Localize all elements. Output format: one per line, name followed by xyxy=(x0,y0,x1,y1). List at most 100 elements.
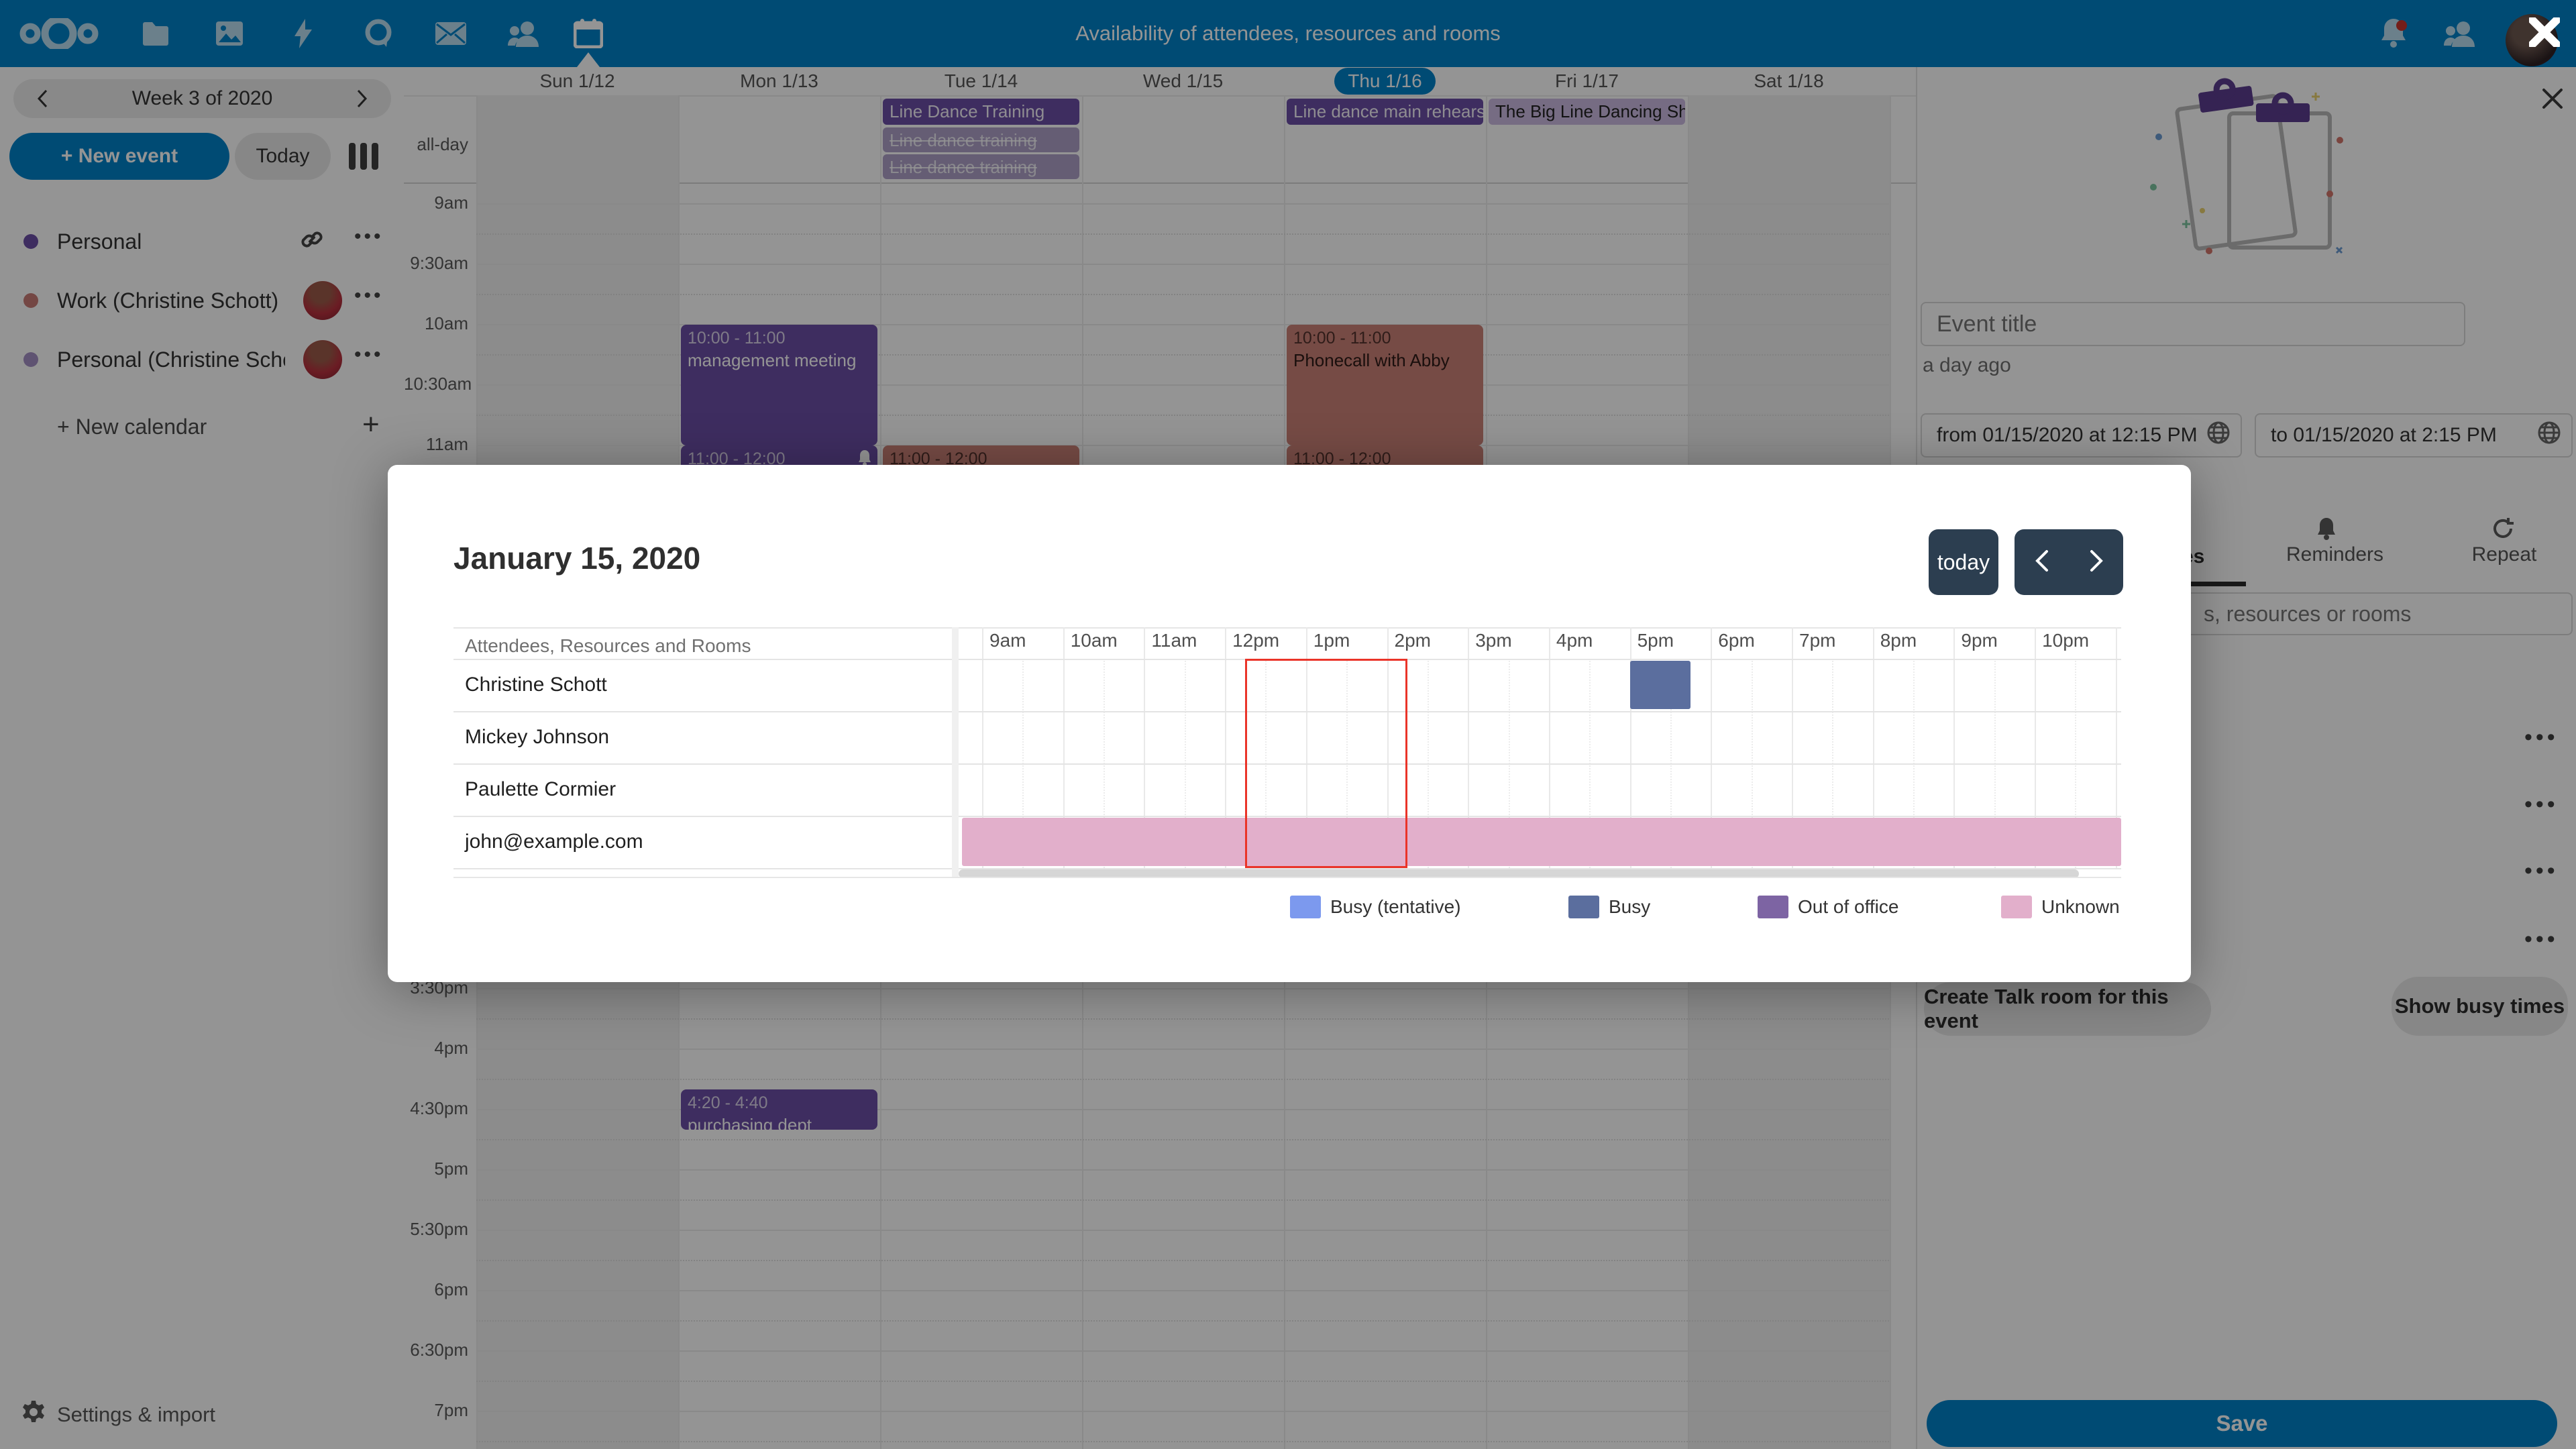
day-header: Thu 1/16 xyxy=(1284,67,1486,95)
show-busy-times-button[interactable]: Show busy times xyxy=(2392,977,2568,1036)
attendee-row-menu[interactable]: ••• xyxy=(2524,792,2559,817)
week-navigation[interactable]: Week 3 of 2020 xyxy=(13,79,391,118)
settings-import-button[interactable]: Settings & import xyxy=(22,1401,215,1429)
calendar-list-item[interactable]: Personal (Christine Scho…) ••• xyxy=(0,335,404,384)
legend-label: Busy (tentative) xyxy=(1330,896,1461,917)
grid-hour-line xyxy=(1548,627,1550,868)
grid-hour-line xyxy=(2035,627,2037,868)
time-gutter-label: 9am xyxy=(434,193,468,213)
timezone-globe-icon[interactable] xyxy=(2207,421,2230,449)
prev-day-icon[interactable] xyxy=(2032,549,2052,576)
event-illustration xyxy=(2145,76,2347,274)
nextcloud-logo[interactable] xyxy=(19,0,99,67)
legend-item: Busy (tentative) xyxy=(1290,896,1461,918)
contacts-menu-icon[interactable] xyxy=(2443,0,2475,67)
grid-hour-line xyxy=(1872,627,1874,868)
talk-icon[interactable] xyxy=(362,0,394,67)
timezone-globe-icon[interactable] xyxy=(2538,421,2561,449)
week-label: Week 3 of 2020 xyxy=(131,87,273,109)
half-hour-line xyxy=(476,1139,1889,1140)
attendee-row-menu[interactable]: ••• xyxy=(2524,724,2559,750)
grid-row-line xyxy=(959,711,2121,712)
availability-modal: January 15, 2020 today Attendees, Resour… xyxy=(388,465,2191,982)
from-datetime-field[interactable]: from 01/15/2020 at 12:15 PM xyxy=(1921,413,2242,458)
create-talk-room-button[interactable]: Create Talk room for this event xyxy=(1924,982,2211,1036)
half-hour-line xyxy=(476,354,1889,356)
left-sidebar: Week 3 of 2020 + New event Today Persona… xyxy=(0,67,404,1449)
event-title: management meeting xyxy=(688,350,857,370)
names-row-line xyxy=(453,659,952,660)
grid-time-label: 10pm xyxy=(2042,630,2090,651)
calendar-list-item[interactable]: Personal ••• xyxy=(0,217,404,266)
hour-line xyxy=(476,264,1889,265)
names-row-line xyxy=(453,711,952,712)
grid-scrollbar[interactable] xyxy=(959,869,2079,877)
hour-line xyxy=(476,1350,1889,1352)
plus-icon[interactable]: + xyxy=(362,408,380,441)
calendar-color-dot xyxy=(23,352,38,367)
settings-import-label: Settings & import xyxy=(57,1403,216,1426)
availability-block-busy xyxy=(1629,661,1691,709)
grid-row-line xyxy=(959,763,2121,765)
legend-item: Unknown xyxy=(2001,896,2120,918)
time-gutter-label: 11am xyxy=(425,434,468,454)
next-day-icon[interactable] xyxy=(2086,549,2106,576)
event-title-input[interactable]: Event title xyxy=(1921,302,2465,346)
legend-label: Busy xyxy=(1609,896,1651,917)
grid-hour-line xyxy=(1792,627,1793,868)
calendar-event[interactable]: 10:00 - 11:00 Phonecall with Abby xyxy=(1287,325,1483,445)
next-week-icon[interactable] xyxy=(351,88,372,109)
names-row-line xyxy=(453,816,952,817)
to-datetime-field[interactable]: to 01/15/2020 at 2:15 PM xyxy=(2255,413,2573,458)
allday-event[interactable]: Line dance training xyxy=(883,127,1079,152)
prev-week-icon[interactable] xyxy=(32,88,54,109)
grid-row-line xyxy=(959,868,2121,869)
new-event-button[interactable]: + New event xyxy=(9,133,229,180)
hour-line xyxy=(476,1109,1889,1110)
calendar-event[interactable]: 10:00 - 11:00 management meeting xyxy=(681,325,877,445)
calendar-actions-menu[interactable]: ••• xyxy=(354,343,384,366)
allday-event[interactable]: Line dance training xyxy=(883,154,1079,179)
calendar-actions-menu[interactable]: ••• xyxy=(354,284,384,307)
hour-line xyxy=(476,203,1889,205)
grid-time-label: 2pm xyxy=(1394,630,1431,651)
calendar-actions-menu[interactable]: ••• xyxy=(354,225,384,248)
half-hour-line xyxy=(476,233,1889,235)
legend-swatch xyxy=(1290,896,1321,918)
half-hour-line xyxy=(476,1199,1889,1201)
attendee-row-menu[interactable]: ••• xyxy=(2524,858,2559,883)
shared-link-icon[interactable] xyxy=(301,228,323,254)
half-hour-line xyxy=(476,1320,1889,1322)
tab-repeat[interactable]: Repeat xyxy=(2471,543,2537,566)
today-button[interactable]: Today xyxy=(235,133,331,180)
grid-hour-line xyxy=(1953,627,1955,868)
legend-swatch xyxy=(1758,896,1788,918)
availability-grid[interactable]: 9am 10am 11am 12pm 1pm 2pm 3pm 4pm 5pm 6pm 7pm 8pm 9… xyxy=(959,627,2121,877)
calendar-event[interactable]: 4:20 - 4:40 purchasing dept xyxy=(681,1089,877,1130)
photos-icon[interactable] xyxy=(215,0,244,67)
tab-reminders[interactable]: Reminders xyxy=(2286,543,2384,566)
mail-icon[interactable] xyxy=(435,0,467,67)
activity-icon[interactable] xyxy=(288,0,318,67)
half-hour-line xyxy=(476,294,1889,295)
allday-event[interactable]: Line dance main rehearsal xyxy=(1287,99,1483,125)
owner-avatar xyxy=(303,281,342,320)
calendar-list-item[interactable]: Work (Christine Schott) ••• xyxy=(0,276,404,325)
save-button[interactable]: Save xyxy=(1927,1400,2557,1447)
close-icon[interactable] xyxy=(2540,86,2565,115)
legend-item: Busy xyxy=(1568,896,1650,918)
contacts-icon[interactable] xyxy=(507,0,539,67)
calendar-icon[interactable] xyxy=(572,0,605,67)
repeat-icon xyxy=(2491,517,2515,544)
allday-event[interactable]: The Big Line Dancing Show xyxy=(1489,99,1685,125)
attendee-row-menu[interactable]: ••• xyxy=(2524,926,2559,952)
new-calendar-button[interactable]: + New calendar xyxy=(57,415,207,439)
allday-event[interactable]: Line Dance Training xyxy=(883,99,1079,125)
modal-today-button[interactable]: today xyxy=(1929,529,1998,595)
half-hour-line xyxy=(476,1018,1889,1020)
grid-time-label: 6pm xyxy=(1718,630,1755,651)
attendee-name: john@example.com xyxy=(465,830,643,853)
hour-line xyxy=(476,384,1889,386)
view-mode-icon[interactable] xyxy=(349,143,384,170)
files-icon[interactable] xyxy=(141,0,170,67)
